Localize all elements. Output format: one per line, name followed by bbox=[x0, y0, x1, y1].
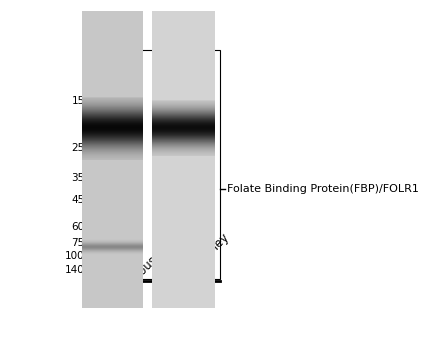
Text: Mouse kidney: Mouse kidney bbox=[129, 218, 196, 285]
Bar bbox=[172, 50, 220, 279]
Text: 35kDa: 35kDa bbox=[71, 173, 105, 183]
Text: 75kDa: 75kDa bbox=[71, 238, 105, 248]
Text: 25kDa: 25kDa bbox=[71, 144, 105, 153]
Bar bbox=[117, 50, 163, 279]
Text: Rat kidney: Rat kidney bbox=[178, 231, 231, 285]
Text: 100kDa: 100kDa bbox=[65, 251, 105, 261]
Text: 60kDa: 60kDa bbox=[72, 222, 105, 232]
Text: Folate Binding Protein(FBP)/FOLR1: Folate Binding Protein(FBP)/FOLR1 bbox=[227, 184, 418, 194]
Text: 15kDa: 15kDa bbox=[71, 96, 105, 106]
Text: 45kDa: 45kDa bbox=[71, 195, 105, 205]
Text: 140kDa: 140kDa bbox=[65, 265, 105, 275]
